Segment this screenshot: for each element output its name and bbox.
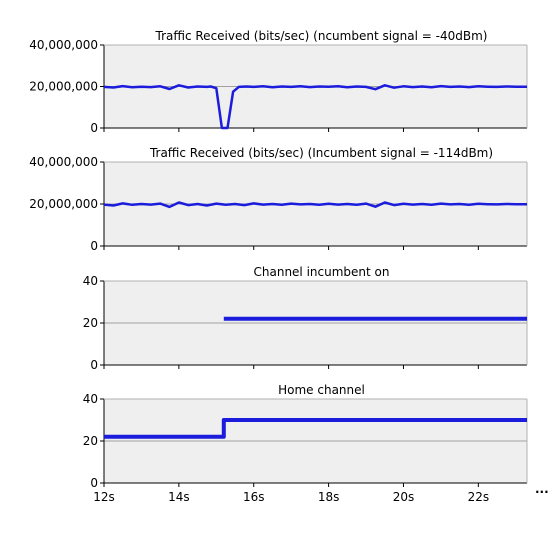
- y-tick-label-4-0: 0: [90, 476, 98, 490]
- y-tick-label-1-0: 0: [90, 121, 98, 135]
- series-line-4-1: [104, 418, 527, 439]
- chart-title-1: Traffic Received (bits/sec) (ncumbent si…: [155, 29, 488, 43]
- y-tick-label-3-2: 40: [83, 274, 98, 288]
- chart-title-4: Home channel: [278, 383, 365, 397]
- series-line-1-1: [103, 84, 527, 130]
- y-tick-label-4-2: 40: [83, 392, 98, 406]
- series-line-2-1: [103, 201, 527, 209]
- x-axis-more-label: ...: [535, 482, 549, 496]
- x-tick-label-1: 14s: [168, 490, 190, 504]
- y-tick-label-1-2: 40,000,000: [29, 38, 98, 52]
- y-tick-label-3-0: 0: [90, 358, 98, 372]
- x-tick-label-4: 20s: [393, 490, 415, 504]
- chart-title-2: Traffic Received (bits/sec) (Incumbent s…: [149, 146, 493, 160]
- chart-title-3: Channel incumbent on: [254, 265, 390, 279]
- y-tick-label-2-0: 0: [90, 239, 98, 253]
- x-tick-label-5: 22s: [468, 490, 490, 504]
- y-tick-label-3-1: 20: [83, 316, 98, 330]
- x-tick-label-0: 12s: [93, 490, 115, 504]
- y-tick-label-2-1: 20,000,000: [29, 197, 98, 211]
- y-tick-label-2-2: 40,000,000: [29, 155, 98, 169]
- x-tick-label-2: 16s: [243, 490, 265, 504]
- y-tick-label-1-1: 20,000,000: [29, 80, 98, 94]
- y-tick-label-4-1: 20: [83, 434, 98, 448]
- x-tick-label-3: 18s: [318, 490, 340, 504]
